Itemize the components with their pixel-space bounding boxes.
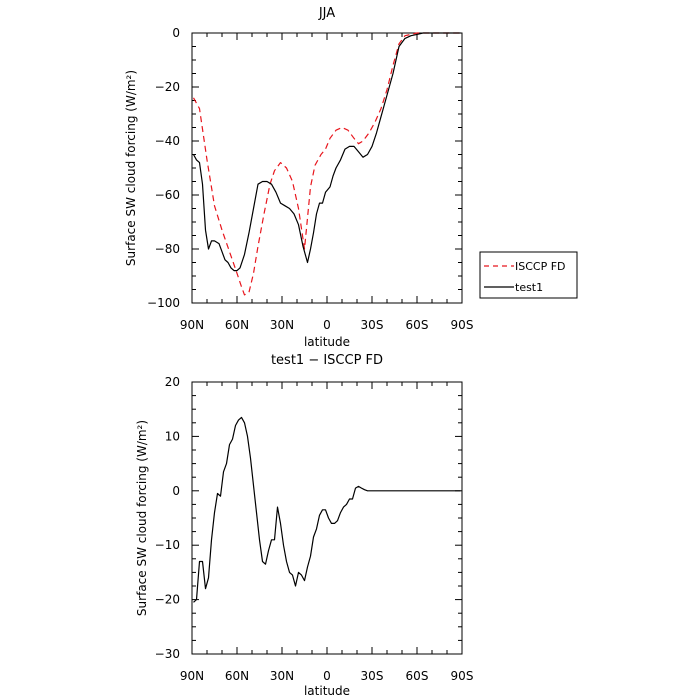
top-series-line-isccp-fd <box>192 32 461 296</box>
legend-box <box>479 251 578 299</box>
x-tick-label: 90N <box>180 318 204 332</box>
top-panel: JJA 90N 60N 30N 0 30S 60S 90S 0 −20 −40 −60 −80 −10… <box>124 6 473 349</box>
y-tick-label: −10 <box>155 538 180 552</box>
top-chart-title: JJA <box>318 6 335 21</box>
top-series-line-test1 <box>192 32 461 272</box>
y-tick-label: −60 <box>155 188 180 202</box>
x-tick-label: 0 <box>323 318 331 332</box>
top-x-axis: 90N 60N 30N 0 30S 60S 90S <box>180 33 474 332</box>
x-tick-label: 90S <box>451 318 474 332</box>
y-tick-label: 10 <box>165 429 180 443</box>
y-tick-label: −20 <box>155 80 180 94</box>
y-tick-label: 0 <box>172 484 180 498</box>
x-tick-label: 90N <box>180 669 204 683</box>
bottom-plot-frame <box>191 381 463 655</box>
y-tick-label: −100 <box>147 296 180 310</box>
legend: ISCCP FD test1 <box>479 251 578 299</box>
bottom-plot-lines <box>193 416 461 603</box>
bottom-y-axis: 20 10 0 −10 −20 −30 <box>155 375 462 661</box>
legend-label-test1: test1 <box>515 281 543 294</box>
x-tick-label: 60N <box>225 318 249 332</box>
x-tick-label: 60S <box>406 318 429 332</box>
y-tick-label: 20 <box>165 375 180 389</box>
x-tick-label: 0 <box>323 669 331 683</box>
x-tick-label: 90S <box>451 669 474 683</box>
legend-label-isccp-fd: ISCCP FD <box>515 260 566 273</box>
y-tick-label: −20 <box>155 593 180 607</box>
x-tick-label: 30N <box>270 669 294 683</box>
y-tick-label: 0 <box>172 26 180 40</box>
bottom-panel: test1 − ISCCP FD 90N 60N 30N 0 30S 60S 90S 20 1… <box>135 353 473 698</box>
bottom-chart-title: test1 − ISCCP FD <box>271 353 383 368</box>
x-tick-label: 60N <box>225 669 249 683</box>
x-tick-label: 60S <box>406 669 429 683</box>
bottom-series-line-difference <box>193 416 461 603</box>
bottom-y-axis-label: Surface SW cloud forcing (W/m²) <box>135 420 149 616</box>
y-tick-label: −40 <box>155 134 180 148</box>
top-x-axis-label: latitude <box>304 335 350 349</box>
x-tick-label: 30N <box>270 318 294 332</box>
y-tick-label: −80 <box>155 242 180 256</box>
top-plot-lines <box>192 32 461 296</box>
bottom-x-axis-label: latitude <box>304 684 350 698</box>
top-y-axis: 0 −20 −40 −60 −80 −100 <box>147 26 462 310</box>
bottom-x-axis: 90N 60N 30N 0 30S 60S 90S <box>180 382 474 683</box>
y-tick-label: −30 <box>155 647 180 661</box>
top-y-axis-label: Surface SW cloud forcing (W/m²) <box>124 70 138 266</box>
x-tick-label: 30S <box>361 318 384 332</box>
x-tick-label: 30S <box>361 669 384 683</box>
top-plot-frame <box>191 32 463 304</box>
